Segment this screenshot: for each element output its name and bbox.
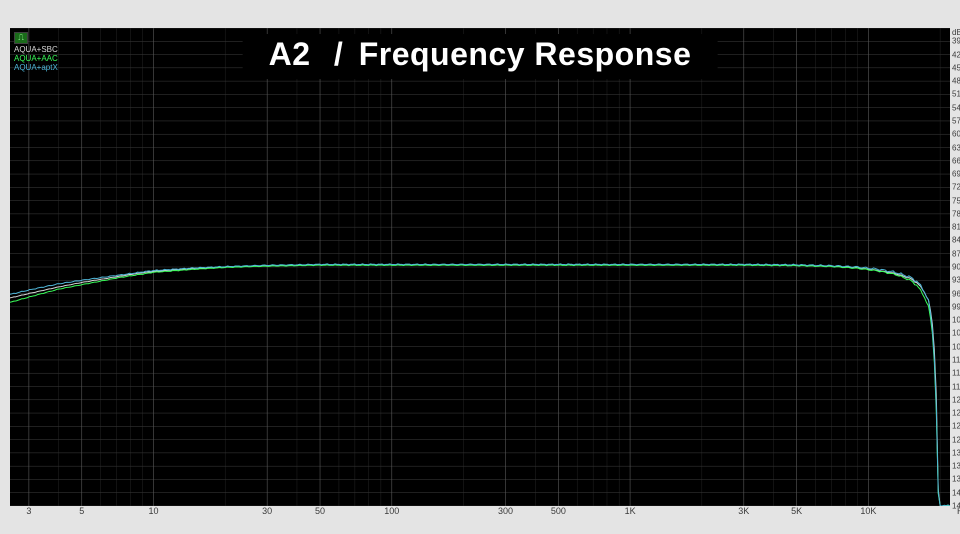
x-tick-label: 30 (262, 506, 272, 516)
y-tick-label: 96 (952, 289, 960, 298)
y-tick-label: 81 (952, 223, 960, 232)
y-tick-label: 57 (952, 116, 960, 125)
y-tick-label: 72 (952, 183, 960, 192)
y-tick-label: 87 (952, 249, 960, 258)
y-tick-label: 111 (952, 355, 960, 364)
y-tick-label: 138 (952, 475, 960, 484)
y-tick-label: 51 (952, 90, 960, 99)
frequency-response-chart (10, 28, 950, 506)
y-axis: dB 39 42 45 48 51 54 57 60 63 66 69 72 75 78 81 84 87 90 9… (950, 28, 960, 506)
y-tick-label: 42 (952, 50, 960, 59)
x-tick-label: 500 (551, 506, 566, 516)
x-tick-label: 50 (315, 506, 325, 516)
x-axis: Hz 351030501003005001K3K5K10K (10, 506, 950, 520)
y-tick-label: 141 (952, 488, 960, 497)
x-tick-label: 1K (625, 506, 636, 516)
y-axis-unit: dB (952, 28, 960, 37)
y-tick-label: 120 (952, 395, 960, 404)
title-slash: / (320, 36, 349, 72)
y-tick-label: 69 (952, 170, 960, 179)
y-tick-label: 45 (952, 63, 960, 72)
y-tick-label: 66 (952, 156, 960, 165)
y-tick-label: 99 (952, 302, 960, 311)
title-subject: Frequency Response (359, 36, 692, 72)
legend-label: AQUA+aptX (14, 63, 58, 72)
y-tick-label: 93 (952, 276, 960, 285)
x-tick-label: 10K (860, 506, 876, 516)
y-tick-label: 75 (952, 196, 960, 205)
title-model: A2 (269, 36, 311, 72)
y-tick-label: 135 (952, 462, 960, 471)
legend-item: AQUA+SBC (14, 45, 58, 54)
y-tick-label: 48 (952, 77, 960, 86)
y-tick-label: 129 (952, 435, 960, 444)
y-tick-label: 84 (952, 236, 960, 245)
y-tick-label: 123 (952, 409, 960, 418)
y-tick-label: 102 (952, 316, 960, 325)
x-tick-label: 5K (791, 506, 802, 516)
x-tick-label: 5 (79, 506, 84, 516)
y-tick-label: 105 (952, 329, 960, 338)
y-tick-label: 60 (952, 130, 960, 139)
legend-item: AQUA+aptX (14, 63, 58, 72)
y-tick-label: 114 (952, 369, 960, 378)
y-tick-label: 90 (952, 263, 960, 272)
x-tick-label: 3K (738, 506, 749, 516)
y-tick-label: 78 (952, 209, 960, 218)
x-tick-label: 300 (498, 506, 513, 516)
legend-label: AQUA+AAC (14, 54, 58, 63)
y-tick-label: 108 (952, 342, 960, 351)
y-tick-label: 117 (952, 382, 960, 391)
chart-title: A2 / Frequency Response (243, 34, 718, 79)
chart-frame: A2 / Frequency Response ⎍ AQUA+SBCAQUA+A… (10, 28, 950, 506)
y-tick-label: 132 (952, 448, 960, 457)
fft-analyzer-icon: ⎍ (14, 32, 28, 44)
y-tick-label: 39 (952, 37, 960, 46)
x-tick-label: 10 (148, 506, 158, 516)
y-tick-label: 63 (952, 143, 960, 152)
x-tick-label: 3 (26, 506, 31, 516)
x-tick-label: 100 (384, 506, 399, 516)
y-tick-label: 126 (952, 422, 960, 431)
y-tick-label: 54 (952, 103, 960, 112)
legend-label: AQUA+SBC (14, 45, 58, 54)
legend-item: AQUA+AAC (14, 54, 58, 63)
legend: ⎍ AQUA+SBCAQUA+AACAQUA+aptX (14, 32, 58, 72)
